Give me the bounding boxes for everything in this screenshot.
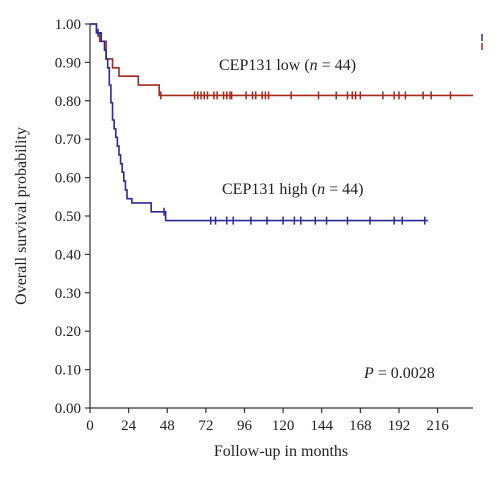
y-tick-label: 0.80 <box>55 94 81 110</box>
y-axis-label: Overall survival probability <box>13 127 30 305</box>
y-tick-label: 0.30 <box>55 286 81 302</box>
x-tick-label: 72 <box>198 418 213 434</box>
series-label-low: CEP131 low (n = 44) <box>219 57 356 74</box>
x-tick-label: 192 <box>388 418 411 434</box>
series-label-low-rest: = 44) <box>318 57 356 74</box>
x-tick-label: 48 <box>160 418 175 434</box>
x-tick-label: 24 <box>121 418 137 434</box>
x-tick-label: 168 <box>349 418 372 434</box>
y-tick-label: 0.60 <box>55 171 81 187</box>
y-tick-label: 0.00 <box>55 401 81 417</box>
series-layer <box>90 23 473 225</box>
series-label-high-n: n <box>317 181 325 198</box>
p-value-text: = 0.0028 <box>374 365 435 382</box>
y-tick-label: 0.50 <box>55 209 81 225</box>
series-label-high-main: CEP131 high ( <box>222 181 317 198</box>
y-axis-ticks: 0.00 0.10 0.20 0.30 0.40 0.50 0.60 0.70 0.80 0.90… <box>55 17 90 417</box>
y-tick-label: 0.40 <box>55 247 81 263</box>
axes <box>89 24 473 409</box>
series-high <box>90 23 428 225</box>
y-tick-label: 0.90 <box>55 55 81 71</box>
x-tick-label: 0 <box>86 418 94 434</box>
y-tick-label: 0.10 <box>55 363 81 379</box>
series-label-low-main: CEP131 low ( <box>219 57 310 74</box>
x-tick-label: 120 <box>272 418 295 434</box>
y-tick-label: 1.00 <box>55 17 81 33</box>
x-axis-label: Follow-up in months <box>214 443 348 460</box>
y-tick-label: 0.70 <box>55 132 81 148</box>
x-tick-label: 216 <box>426 418 449 434</box>
series-label-high-rest: = 44) <box>325 181 363 198</box>
p-value-annotation: P = 0.0028 <box>363 365 435 382</box>
series-label-high: CEP131 high (n = 44) <box>222 181 363 198</box>
x-axis-ticks: 0 24 48 72 96 120 144 168 192 216 <box>86 408 449 434</box>
series-label-low-n: n <box>310 57 318 74</box>
p-value-symbol: P <box>363 365 374 382</box>
x-tick-label: 96 <box>237 418 253 434</box>
y-tick-label: 0.20 <box>55 324 81 340</box>
x-tick-label: 144 <box>310 418 333 434</box>
survival-curve <box>90 23 428 222</box>
